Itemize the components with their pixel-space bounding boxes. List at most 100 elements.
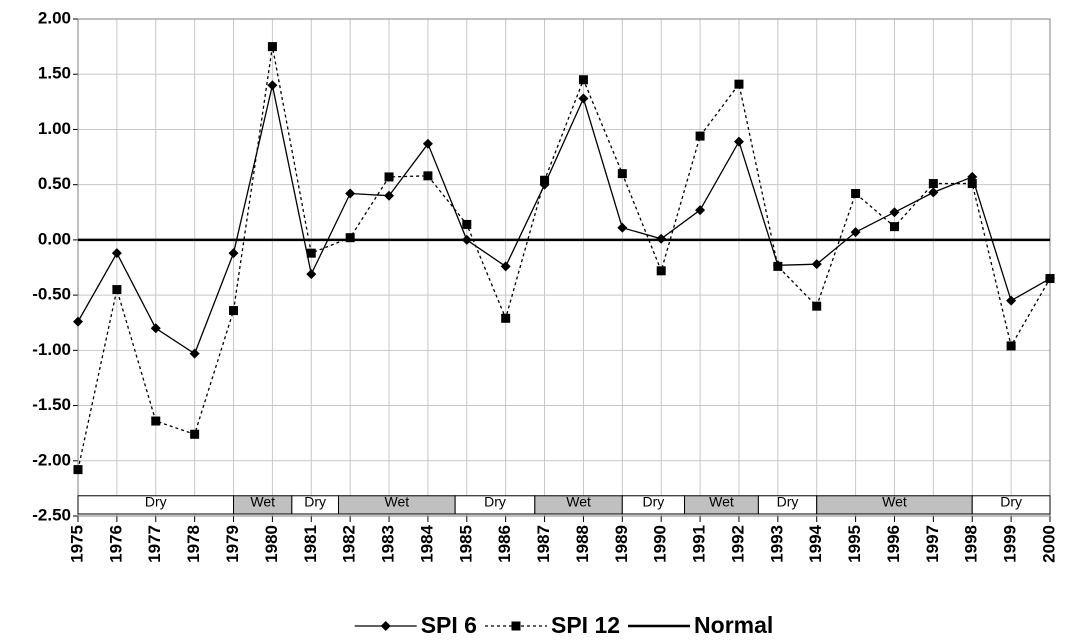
marker <box>656 266 666 276</box>
y-tick-label: 1.50 <box>38 64 71 83</box>
marker <box>617 222 628 233</box>
legend-label: Normal <box>694 612 773 638</box>
marker <box>462 219 472 229</box>
marker <box>928 179 938 189</box>
marker <box>695 131 705 141</box>
legend-label: SPI 6 <box>421 612 477 638</box>
x-tick-label: 1996 <box>884 525 903 563</box>
marker <box>461 234 472 245</box>
marker <box>306 248 316 258</box>
marker <box>306 269 317 280</box>
x-tick-label: 1994 <box>806 524 825 562</box>
x-tick-label: 1976 <box>106 525 125 563</box>
marker <box>1006 295 1017 306</box>
y-tick-label: 1.00 <box>38 119 71 138</box>
marker <box>812 301 822 311</box>
y-tick-label: -2.00 <box>32 450 71 469</box>
period-label: Dry <box>777 494 799 510</box>
x-tick-label: 1984 <box>417 524 436 562</box>
x-tick-label: 1977 <box>145 525 164 563</box>
x-tick-label: 1979 <box>223 525 242 563</box>
marker <box>850 227 861 238</box>
plot-area <box>78 19 1050 516</box>
x-tick-label: 1980 <box>262 525 281 563</box>
period-label: Wet <box>882 494 907 510</box>
x-tick-label: 1978 <box>184 525 203 563</box>
period-label: Dry <box>643 494 665 510</box>
series-line <box>77 85 1051 355</box>
marker <box>267 80 278 91</box>
marker <box>617 169 627 179</box>
plot-border <box>77 18 1051 517</box>
series-line <box>77 46 1051 470</box>
marker <box>656 233 667 244</box>
marker <box>267 42 277 52</box>
marker <box>928 187 939 198</box>
period-label: Wet <box>709 494 734 510</box>
x-tick-label: 1995 <box>845 525 864 563</box>
marker <box>540 175 550 185</box>
marker <box>229 306 239 316</box>
marker <box>190 429 200 439</box>
marker <box>384 190 395 201</box>
y-tick-label: 0.50 <box>38 174 71 193</box>
marker <box>189 348 200 359</box>
period-label: Wet <box>384 494 409 510</box>
marker <box>422 138 433 149</box>
marker <box>345 188 356 199</box>
x-tick-label: 1987 <box>534 525 553 563</box>
x-tick-label: 1986 <box>495 525 514 563</box>
marker <box>889 222 899 232</box>
marker <box>1045 274 1055 284</box>
period-label: Wet <box>250 494 275 510</box>
x-tick-label: 1992 <box>728 525 747 563</box>
legend-label: SPI 12 <box>551 612 620 638</box>
period-label: Dry <box>304 494 326 510</box>
marker <box>345 233 355 243</box>
y-tick-label: -1.00 <box>32 340 71 359</box>
marker <box>733 136 744 147</box>
x-tick-label: 1991 <box>690 525 709 563</box>
x-tick-label: 2000 <box>1039 525 1058 563</box>
marker <box>500 261 511 272</box>
x-tick-label: 1990 <box>651 525 670 563</box>
x-tick-label: 1983 <box>379 525 398 563</box>
marker <box>851 189 861 199</box>
y-tick-label: 0.00 <box>38 229 71 248</box>
marker <box>1006 341 1016 351</box>
x-tick-label: 1985 <box>456 525 475 563</box>
marker <box>578 93 589 104</box>
y-tick-label: -0.50 <box>32 285 71 304</box>
period-label: Wet <box>566 494 591 510</box>
legend: SPI 6 SPI 12 Normal <box>354 612 773 638</box>
marker <box>380 621 391 631</box>
marker <box>423 171 433 181</box>
period-box <box>971 495 1051 515</box>
period-label: Dry <box>145 494 167 510</box>
marker <box>228 248 239 259</box>
marker <box>695 205 706 216</box>
marker <box>734 79 744 89</box>
x-tick-label: 1982 <box>340 525 359 563</box>
x-tick-label: 1989 <box>612 525 631 563</box>
marker <box>811 259 822 270</box>
marker <box>889 207 900 218</box>
marker <box>111 248 122 259</box>
marker <box>501 313 511 323</box>
marker <box>967 179 977 189</box>
marker <box>384 172 394 182</box>
marker <box>73 465 83 475</box>
x-tick-label: 1981 <box>301 525 320 563</box>
x-tick-label: 1999 <box>1001 525 1020 563</box>
marker <box>511 621 521 631</box>
x-tick-label: 1998 <box>962 525 981 563</box>
y-tick-label: 2.00 <box>38 8 71 27</box>
marker <box>73 316 83 327</box>
x-tick-label: 1997 <box>923 525 942 563</box>
marker <box>112 285 122 295</box>
y-tick-label: -1.50 <box>32 395 71 414</box>
marker <box>773 261 783 271</box>
period-label: Dry <box>1000 494 1022 510</box>
marker <box>150 323 161 334</box>
